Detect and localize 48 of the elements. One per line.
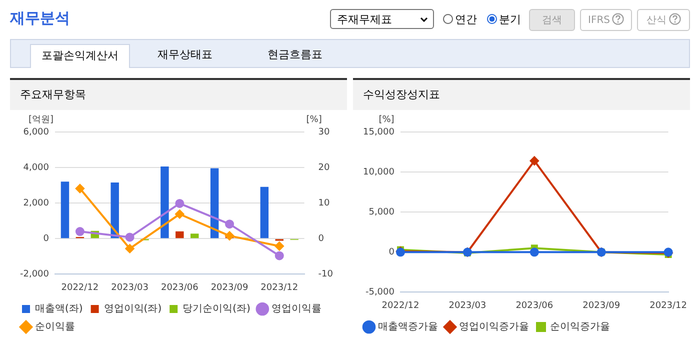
text: 현금흐름표 (266, 47, 324, 63)
text: IFRS (580, 9, 632, 31)
text: 검색 (529, 9, 575, 31)
x-tick-label: 2023/06 (160, 282, 199, 293)
legend-label: 매출액증가율 (378, 322, 438, 333)
y-tick-label: 10,000 (362, 167, 395, 178)
y-tick-label: 5,000 (368, 207, 395, 218)
y-tick-label: -2,000 (20, 270, 50, 280)
legend-label: 매출액(좌) (35, 304, 83, 315)
x-tick-label: 2023/06 (516, 300, 554, 311)
text: 산식 (637, 9, 690, 31)
y-axis-title: [%] (378, 114, 394, 125)
legend-label: 순이익증가율 (550, 322, 610, 333)
y-tick-label: 6,000 (23, 127, 50, 138)
chart-title: 수익성장성지표 (353, 78, 690, 110)
y2-axis-title: [%] (306, 114, 322, 125)
y-tick-label: 0 (388, 247, 395, 258)
text: 포괄손익계산서 (30, 44, 130, 68)
x-tick-label: 2023/09 (210, 282, 248, 293)
text: 분기 (498, 12, 521, 27)
y-tick-label: 2,000 (23, 198, 50, 208)
y-tick-label: 4,000 (23, 162, 50, 173)
x-tick-label: 2023/12 (650, 300, 687, 311)
chart-title: 주요재무항목 (10, 78, 347, 110)
y2-tick-label: -10 (318, 270, 334, 280)
x-tick-label: 2023/03 (111, 282, 148, 293)
y2-tick-label: 0 (318, 234, 324, 244)
legend-label: 영업이익증가율 (459, 322, 529, 333)
text: 주재무제표 (330, 9, 434, 29)
legend-label: 영업이익률 (271, 304, 322, 315)
legend-label: 영업이익(좌) (104, 304, 162, 315)
y-axis-title: [억원] (28, 114, 54, 125)
y2-tick-label: 30 (318, 127, 330, 138)
x-tick-label: 2022/12 (382, 300, 420, 311)
y2-tick-label: 20 (318, 162, 330, 173)
y-tick-label: 15,000 (362, 127, 395, 138)
legend-label: 순이익률 (35, 322, 75, 333)
x-tick-label: 2022/12 (61, 282, 99, 293)
y-tick-label: -5,000 (365, 288, 395, 298)
x-tick-label: 2023/03 (448, 300, 486, 311)
x-tick-label: 2023/09 (582, 300, 620, 311)
y2-tick-label: 10 (318, 198, 330, 208)
x-tick-label: 2023/12 (260, 282, 298, 293)
y-tick-label: 0 (43, 234, 50, 244)
text: 연간 (454, 12, 477, 27)
legend-label: 당기순이익(좌) (182, 304, 251, 315)
text: 재무분석 (10, 9, 70, 28)
text: 재무상태표 (156, 47, 214, 63)
